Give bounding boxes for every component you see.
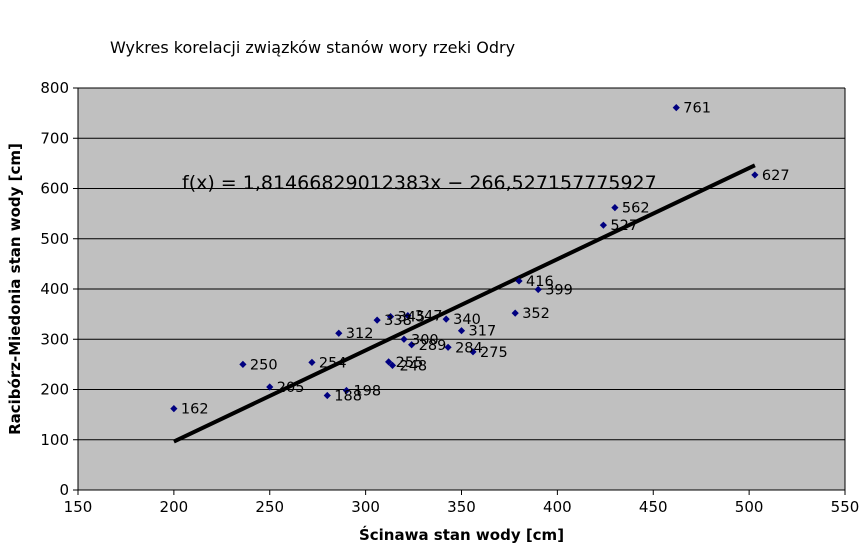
data-label: 312 (346, 326, 374, 342)
data-point (308, 358, 316, 366)
data-point (751, 171, 759, 179)
data-point (611, 203, 619, 212)
data-point (266, 383, 274, 391)
y-axis-title: Racibórz-Miedonia stan wody [cm] (6, 143, 24, 435)
x-tick-label: 200 (160, 498, 189, 516)
data-point (442, 315, 450, 323)
trendline-equation: f(x) = 1,81466829012383x − 266,527157775… (182, 172, 657, 194)
y-tick-label: 400 (40, 280, 69, 298)
data-point (511, 309, 519, 317)
data-label: 627 (762, 168, 790, 184)
data-point (323, 391, 331, 400)
data-point (385, 358, 393, 366)
tick-labels: 0 100 200 300 400 500 600 700 800 150 200 250 300 350… (40, 79, 859, 516)
y-tick-label: 600 (40, 180, 69, 198)
data-point (386, 313, 395, 321)
data-point (469, 348, 477, 356)
data-label: 300 (411, 332, 439, 348)
data-point (534, 285, 542, 294)
data-label: 416 (526, 274, 554, 290)
data-label: 255 (396, 355, 424, 371)
data-label: 399 (545, 283, 573, 299)
data-labels: 162 250 205 254 188 312 198 338 255 345 248 300 347 2… (181, 101, 790, 418)
data-point (373, 316, 381, 324)
data-label: 338 (384, 313, 412, 329)
data-label: 347 (415, 309, 443, 325)
data-label: 248 (399, 358, 427, 374)
data-label: 317 (469, 324, 497, 340)
data-point (672, 103, 680, 112)
x-tick-label: 400 (543, 498, 572, 516)
data-label: 254 (319, 355, 347, 371)
y-tick-label: 500 (40, 230, 69, 248)
data-label: 527 (610, 218, 638, 234)
data-label: 205 (277, 380, 305, 396)
chart-title: Wykres korelacji związków stanów wory rz… (110, 38, 516, 57)
x-axis-title: Ścinawa stan wody [cm] (359, 525, 564, 544)
trendline-layer (173, 163, 756, 444)
y-tick-label: 200 (40, 381, 69, 399)
axes (73, 87, 846, 495)
x-tick-label: 550 (831, 498, 860, 516)
data-label: 284 (455, 340, 483, 356)
data-label: 345 (398, 310, 426, 326)
data-point (170, 404, 178, 413)
data-point (408, 341, 416, 349)
x-tick-label: 150 (64, 498, 93, 516)
data-label: 250 (250, 357, 278, 373)
y-tick-label: 800 (40, 79, 69, 97)
data-point (342, 386, 351, 395)
data-point (335, 329, 343, 337)
data-label: 289 (419, 338, 447, 354)
y-tick-label: 300 (40, 330, 69, 348)
data-label: 275 (480, 345, 508, 361)
data-label: 352 (522, 306, 550, 322)
data-point (404, 312, 412, 320)
x-tick-label: 450 (639, 498, 668, 516)
y-tick-label: 100 (40, 431, 69, 449)
y-tick-label: 700 (40, 129, 69, 147)
data-point (239, 360, 247, 368)
data-label: 340 (453, 312, 481, 328)
x-tick-label: 500 (735, 498, 764, 516)
data-label: 162 (181, 402, 209, 418)
x-tick-label: 250 (255, 498, 284, 516)
data-point (400, 335, 408, 343)
y-tick-label: 0 (59, 481, 69, 499)
data-label: 562 (622, 201, 650, 217)
data-label: 198 (353, 384, 381, 400)
data-points (170, 103, 759, 413)
data-label: 761 (683, 101, 711, 117)
x-tick-label: 350 (447, 498, 476, 516)
x-tick-label: 300 (351, 498, 380, 516)
data-point (599, 221, 607, 229)
data-point (444, 343, 452, 351)
data-point (457, 327, 466, 335)
data-label: 188 (334, 389, 362, 405)
trendline (173, 163, 756, 444)
data-point (388, 361, 397, 369)
data-point (515, 277, 523, 285)
